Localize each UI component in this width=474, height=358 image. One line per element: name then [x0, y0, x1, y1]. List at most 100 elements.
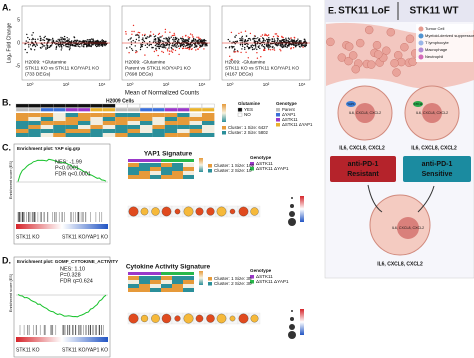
- ma-point: [239, 43, 242, 46]
- heatmap-cell: [183, 167, 194, 171]
- label: ΔSTK11: [256, 161, 273, 166]
- ma-point: [182, 45, 185, 48]
- ma-point: [153, 36, 156, 38]
- legend-swatch: [237, 107, 243, 112]
- heatmap-cell: [90, 133, 103, 137]
- annotation-cell: [40, 107, 54, 112]
- ma-point: [138, 39, 140, 42]
- label: 10⁴: [99, 82, 106, 87]
- label: anti-PD-1: [348, 161, 379, 168]
- ma-point: [157, 41, 160, 43]
- ma-point: [68, 49, 71, 51]
- ma-point: [143, 34, 146, 37]
- ma-point: [73, 36, 76, 39]
- annotation-cell: [28, 103, 41, 108]
- ma-point: [28, 38, 31, 41]
- ma-point: [161, 50, 163, 53]
- heatmap-cell: [53, 125, 66, 129]
- ma-point: [234, 43, 236, 45]
- ma-point: [102, 40, 105, 42]
- ma-point: [171, 51, 174, 53]
- ma-point: [92, 40, 94, 43]
- ma-point: [168, 53, 170, 55]
- ma-point: [86, 39, 89, 41]
- ma-point: [73, 40, 75, 42]
- ma-point: [100, 44, 102, 47]
- heatmap-cell: [177, 129, 190, 133]
- ma-point: [83, 40, 85, 42]
- size-legend: [291, 197, 293, 199]
- ma-point: [41, 43, 44, 46]
- tissue-cell: [344, 56, 353, 66]
- heatmap-cell: [161, 276, 172, 280]
- ma-point: [183, 47, 185, 49]
- ma-point: [42, 39, 44, 41]
- label: Enrichment plot: YAP sig.grp: [17, 146, 80, 151]
- ma-point: [67, 46, 70, 48]
- ma-point: [60, 45, 62, 47]
- ma-point: [130, 43, 133, 46]
- ma-point: [127, 39, 130, 41]
- ma-point: [155, 41, 157, 43]
- ma-point: [294, 43, 296, 45]
- ma-point: [290, 40, 292, 43]
- ma-point: [268, 38, 270, 41]
- ma-point: [44, 35, 46, 38]
- heatmap-cell: [140, 125, 153, 129]
- ma-point: [232, 41, 234, 43]
- label: ΔSTK11 ΔYAP1: [282, 122, 313, 127]
- ma-point: [153, 50, 156, 53]
- ma-point: [43, 36, 45, 39]
- heatmap-cell: [53, 129, 66, 133]
- label: STK11 KO vs STK11 KO/YAP1 KO: [25, 65, 99, 71]
- ma-point: [154, 35, 157, 37]
- ma-point: [141, 45, 143, 48]
- legend-swatch: [276, 108, 280, 112]
- ma-point: [186, 39, 188, 41]
- tissue-cell: [400, 43, 409, 52]
- heatmap-cell: [150, 284, 161, 288]
- ma-point: [46, 43, 48, 45]
- ma-point: [244, 39, 246, 41]
- ma-point: [275, 33, 278, 35]
- ma-point: [197, 39, 199, 42]
- label: Cytokine Activity Signature: [126, 264, 211, 271]
- dot: [128, 206, 139, 217]
- heatmap-cell: [189, 117, 202, 121]
- ma-point: [257, 37, 259, 39]
- dot: [161, 313, 172, 324]
- tissue-cell: [386, 28, 395, 37]
- ma-point: [130, 41, 133, 43]
- heatmap-cell: [40, 125, 54, 129]
- ma-point: [188, 36, 191, 39]
- heatmap-cell: [16, 133, 29, 137]
- heatmap-cell: [152, 125, 165, 129]
- annotation-cell: [189, 107, 203, 112]
- dot: [174, 315, 181, 322]
- label: 10⁰: [127, 82, 134, 87]
- label: Parent: [282, 107, 295, 112]
- ma-point: [199, 46, 201, 49]
- ma-point: [276, 37, 279, 39]
- ma-point: [236, 41, 238, 43]
- ma-point: [172, 49, 174, 51]
- ma-point: [125, 31, 127, 33]
- ma-point: [130, 37, 132, 39]
- tissue-cell: [349, 51, 358, 60]
- ma-point: [257, 41, 259, 43]
- heatmap-cell: [65, 117, 78, 121]
- annotation-cell: [183, 272, 194, 275]
- annotation-cell: [77, 107, 91, 112]
- ma-point: [148, 44, 150, 47]
- ma-point: [160, 39, 162, 42]
- ma-point: [134, 45, 136, 47]
- dot: [216, 313, 227, 324]
- ma-point: [231, 47, 233, 49]
- ma-point: [37, 38, 39, 40]
- ma-point: [237, 51, 239, 53]
- label: 0: [17, 40, 20, 46]
- ma-point: [283, 39, 285, 41]
- label: ΔSTK11 ΔYAP1: [256, 166, 289, 171]
- label: T lymphocyte: [425, 40, 449, 45]
- protein: [413, 101, 423, 107]
